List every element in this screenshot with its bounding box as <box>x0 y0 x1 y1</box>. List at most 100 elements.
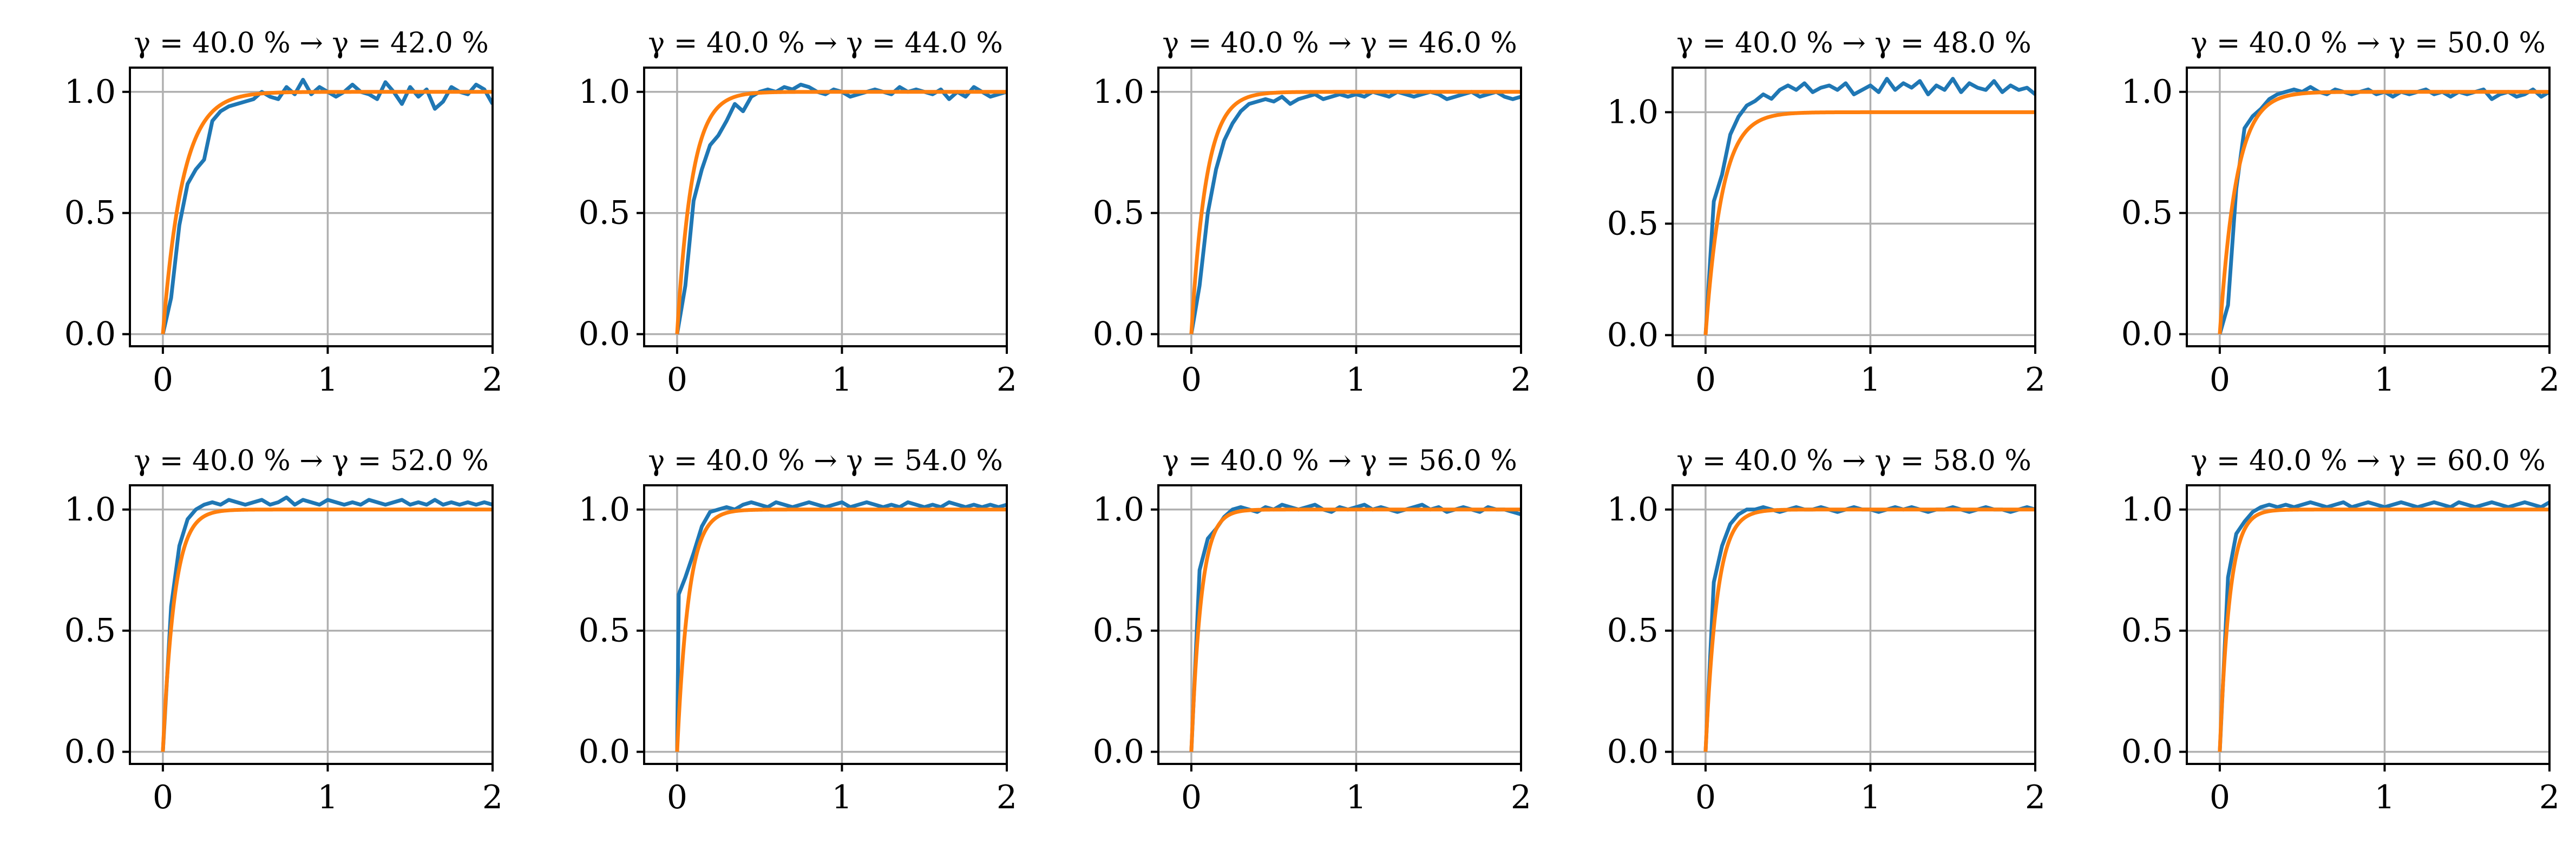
y-tick-label: 0.5 <box>1607 205 1659 242</box>
x-tick-label: 1 <box>317 779 338 816</box>
x-tick-label: 2 <box>2025 361 2046 399</box>
subplot-2: 0 1 2 0.0 0.5 1.0 γ = 40.0 % → γ = 44.0 % <box>579 27 1018 399</box>
subplot-title: γ = 40.0 % → γ = 44.0 % <box>648 27 1002 60</box>
y-tick-label: 0.5 <box>2121 612 2173 650</box>
series-model <box>675 507 1007 752</box>
series-measured <box>675 500 1007 752</box>
x-tick-label: 0 <box>153 779 173 816</box>
subplot-title: γ = 40.0 % → γ = 60.0 % <box>2191 445 2545 477</box>
subplot-title: γ = 40.0 % → γ = 48.0 % <box>1676 27 2031 60</box>
y-tick-label: 1.0 <box>579 73 630 111</box>
x-tick-label: 2 <box>1511 779 1531 816</box>
series-model <box>1189 507 1521 752</box>
axes-frame <box>129 484 494 765</box>
y-tick-label: 0.5 <box>2121 194 2173 232</box>
x-tick-label: 0 <box>153 361 173 399</box>
x-tick-label: 1 <box>1346 779 1366 816</box>
series-model <box>1703 110 2035 335</box>
y-tick-label: 0.0 <box>1607 733 1659 771</box>
series-group <box>1703 77 2035 335</box>
axes-frame <box>129 67 494 347</box>
subplot-1: 0 1 2 0.0 0.5 1.0 γ = 40.0 % → γ = 42.0 % <box>64 27 503 399</box>
x-tick-label: 0 <box>1695 361 1716 399</box>
series-group <box>675 82 1007 335</box>
series-group <box>2218 500 2549 752</box>
x-tick-label: 2 <box>2539 779 2560 816</box>
y-tick-label: 0.5 <box>64 194 116 232</box>
axes-frame <box>1157 484 1522 765</box>
y-tick-label: 0.5 <box>1607 612 1659 650</box>
x-tick-label: 1 <box>317 361 338 399</box>
subplot-title: γ = 40.0 % → γ = 42.0 % <box>134 27 488 60</box>
axes-frame <box>2186 484 2551 765</box>
series-group <box>161 77 493 335</box>
y-tick-label: 0.0 <box>64 733 116 771</box>
series-model <box>1189 90 1521 334</box>
x-tick-label: 1 <box>1860 361 1880 399</box>
x-tick-label: 1 <box>2374 779 2395 816</box>
series-model <box>161 90 493 334</box>
y-tick-label: 1.0 <box>1607 491 1659 529</box>
x-tick-label: 1 <box>831 779 852 816</box>
y-tick-label: 1.0 <box>1093 491 1144 529</box>
axes-frame <box>643 484 1008 765</box>
series-model <box>2218 90 2549 334</box>
series-measured <box>1703 77 2035 335</box>
y-tick-label: 0.5 <box>64 612 116 650</box>
series-model <box>2218 507 2549 752</box>
subplot-6: 0 1 2 0.0 0.5 1.0 γ = 40.0 % → γ = 52.0 % <box>64 445 503 816</box>
y-tick-label: 0.0 <box>64 315 116 353</box>
y-tick-label: 0.5 <box>579 194 630 232</box>
y-tick-label: 0.0 <box>579 733 630 771</box>
y-tick-label: 0.5 <box>1093 194 1144 232</box>
x-tick-label: 2 <box>997 779 1017 816</box>
subplot-5: 0 1 2 0.0 0.5 1.0 γ = 40.0 % → γ = 50.0 % <box>2121 27 2560 399</box>
x-tick-label: 0 <box>1181 361 1202 399</box>
series-model <box>161 507 493 752</box>
subplot-title: γ = 40.0 % → γ = 56.0 % <box>1162 445 1517 477</box>
series-group <box>1189 503 1521 752</box>
x-tick-label: 0 <box>1695 779 1716 816</box>
series-group <box>675 500 1007 752</box>
series-measured <box>2218 500 2549 752</box>
x-tick-label: 2 <box>482 779 503 816</box>
series-group <box>161 495 493 752</box>
subplot-title: γ = 40.0 % → γ = 54.0 % <box>648 445 1002 477</box>
series-group <box>1189 90 1521 335</box>
x-tick-label: 1 <box>1860 779 1880 816</box>
y-tick-label: 1.0 <box>1607 93 1659 131</box>
subplot-title: γ = 40.0 % → γ = 52.0 % <box>134 445 488 477</box>
x-tick-label: 2 <box>997 361 1017 399</box>
x-tick-label: 0 <box>667 361 687 399</box>
subplot-7: 0 1 2 0.0 0.5 1.0 γ = 40.0 % → γ = 54.0 % <box>579 445 1018 816</box>
series-model <box>675 90 1007 334</box>
x-tick-label: 0 <box>1181 779 1202 816</box>
x-tick-label: 2 <box>2025 779 2046 816</box>
axes-frame <box>2186 67 2551 347</box>
subplot-8: 0 1 2 0.0 0.5 1.0 γ = 40.0 % → γ = 56.0 % <box>1093 445 1532 816</box>
y-tick-label: 0.0 <box>2121 733 2173 771</box>
x-tick-label: 2 <box>1511 361 1531 399</box>
axes-frame <box>1672 67 2036 347</box>
y-tick-label: 1.0 <box>579 491 630 529</box>
y-tick-label: 0.0 <box>579 315 630 353</box>
x-tick-label: 1 <box>831 361 852 399</box>
subplot-title: γ = 40.0 % → γ = 58.0 % <box>1676 445 2031 477</box>
x-tick-label: 1 <box>1346 361 1366 399</box>
axes-frame <box>1157 67 1522 347</box>
subplot-4: 0 1 2 0.0 0.5 1.0 γ = 40.0 % → γ = 48.0 % <box>1607 27 2046 399</box>
y-tick-label: 0.0 <box>1093 315 1144 353</box>
y-tick-label: 0.5 <box>1093 612 1144 650</box>
y-tick-label: 1.0 <box>64 73 116 111</box>
y-tick-label: 0.5 <box>579 612 630 650</box>
x-tick-label: 0 <box>2210 779 2230 816</box>
y-tick-label: 1.0 <box>64 491 116 529</box>
axes-frame <box>1672 484 2036 765</box>
x-tick-label: 2 <box>482 361 503 399</box>
y-tick-label: 1.0 <box>2121 491 2173 529</box>
series-group <box>2218 85 2549 335</box>
series-measured <box>161 495 493 752</box>
subplot-3: 0 1 2 0.0 0.5 1.0 γ = 40.0 % → γ = 46.0 % <box>1093 27 1532 399</box>
y-tick-label: 0.0 <box>1093 733 1144 771</box>
